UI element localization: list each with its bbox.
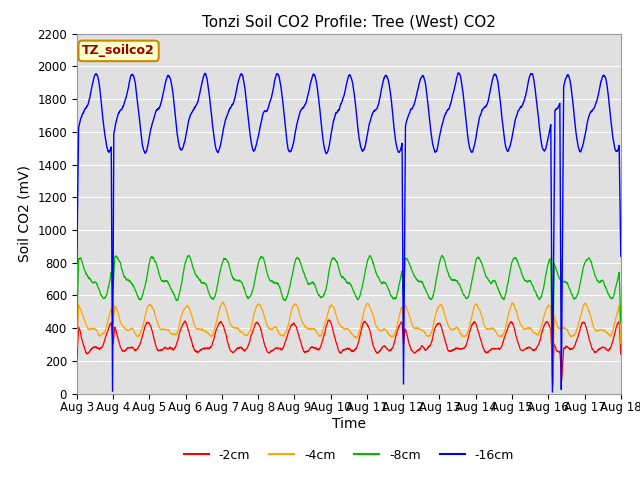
- Text: TZ_soilco2: TZ_soilco2: [82, 44, 155, 58]
- X-axis label: Time: Time: [332, 417, 366, 431]
- Title: Tonzi Soil CO2 Profile: Tree (West) CO2: Tonzi Soil CO2 Profile: Tree (West) CO2: [202, 15, 496, 30]
- Legend: -2cm, -4cm, -8cm, -16cm: -2cm, -4cm, -8cm, -16cm: [179, 444, 519, 467]
- Y-axis label: Soil CO2 (mV): Soil CO2 (mV): [18, 165, 32, 262]
